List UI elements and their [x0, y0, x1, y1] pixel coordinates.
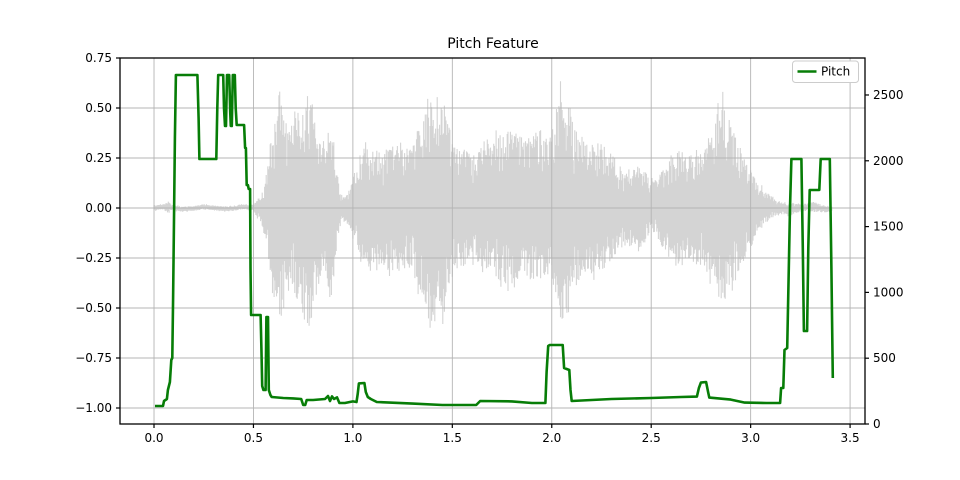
right-tick-label: 1500 — [873, 220, 904, 234]
left-tick-label: 0.75 — [85, 51, 112, 65]
x-tick-label: 1.5 — [443, 431, 462, 445]
x-tick-label: 2.5 — [642, 431, 661, 445]
axes-border — [119, 57, 866, 425]
x-tick-label: 0.0 — [144, 431, 163, 445]
right-tick-label: 1000 — [873, 285, 904, 299]
legend: Pitch — [792, 60, 859, 83]
left-tick-label: −0.50 — [75, 301, 112, 315]
left-tick-label: 0.25 — [85, 151, 112, 165]
x-tick-label: 1.0 — [343, 431, 362, 445]
left-tick-label: 0.00 — [85, 201, 112, 215]
right-tick-label: 2500 — [873, 88, 904, 102]
x-tick-label: 0.5 — [244, 431, 263, 445]
x-tick-label: 2.0 — [542, 431, 561, 445]
pitch-line-series — [155, 73, 835, 408]
x-tick-label: 3.5 — [841, 431, 860, 445]
legend-label: Pitch — [821, 65, 850, 79]
pitch-line — [155, 73, 835, 408]
left-tick-label: −1.00 — [75, 401, 112, 415]
x-tick-label: 3.0 — [741, 431, 760, 445]
gridlines — [120, 57, 865, 424]
right-tick-label: 2000 — [873, 154, 904, 168]
axes-frame-and-ticks: 0.0 0.5 1.0 1.5 2.0 2.5 3.0 3.5 0.75 0.50 0.25 0.00… — [75, 51, 903, 445]
chart-title: Pitch Feature — [447, 36, 538, 52]
right-tick-label: 500 — [873, 351, 896, 365]
left-tick-label: −0.75 — [75, 351, 112, 365]
legend-box — [792, 60, 859, 83]
right-tick-label: 0 — [873, 417, 881, 431]
left-tick-label: 0.50 — [85, 101, 112, 115]
left-tick-label: −0.25 — [75, 251, 112, 265]
